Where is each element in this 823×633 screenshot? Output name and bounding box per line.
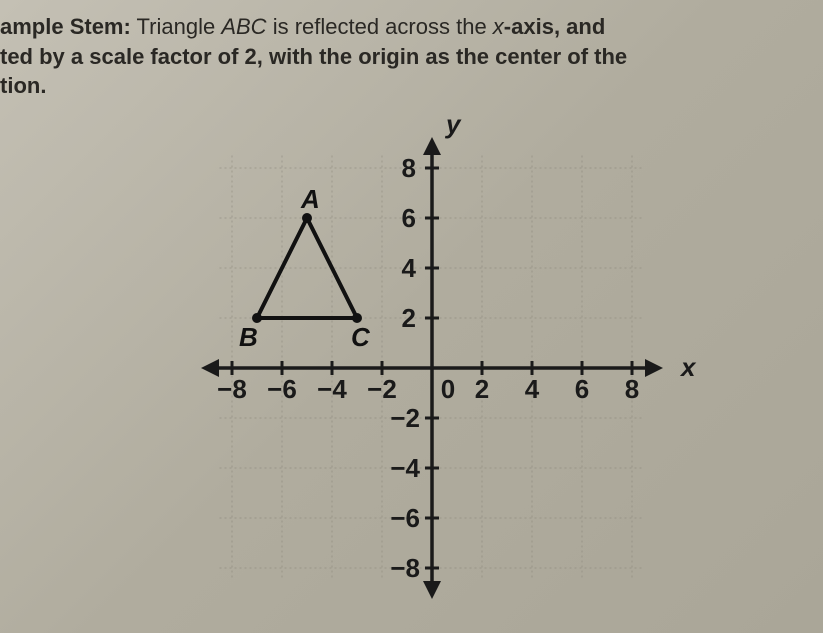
stem-line3: tion. [0, 73, 46, 98]
y-tick-label: −4 [390, 453, 420, 483]
triangle-shape [257, 218, 357, 318]
coordinate-grid: 2468−8−6−4−202468−2−4−6−8 ABC xy [52, 113, 772, 633]
x-tick-label: 6 [574, 374, 588, 404]
x-tick-label: 8 [624, 374, 638, 404]
origin-label: 0 [440, 374, 454, 404]
x-tick-label: 4 [524, 374, 539, 404]
graph-container: 2468−8−6−4−202468−2−4−6−8 ABC xy [0, 113, 823, 633]
vertex-a-label: A [300, 184, 320, 214]
vertex-b-label: B [239, 322, 258, 352]
stem-text-1: Triangle [131, 14, 222, 39]
y-tick-label: −6 [390, 503, 420, 533]
y-tick-label: 2 [401, 303, 415, 333]
vertex-c-label: C [351, 322, 371, 352]
stem-text-2: is reflected across the [267, 14, 493, 39]
x-tick-label: −2 [367, 374, 397, 404]
y-tick-label: −2 [390, 403, 420, 433]
x-tick-label: −8 [217, 374, 247, 404]
x-tick-label: −4 [317, 374, 347, 404]
y-axis-label: y [444, 113, 462, 139]
axes [201, 137, 663, 599]
x-tick-label: −6 [267, 374, 297, 404]
vertex-a-dot [302, 213, 312, 223]
stem-line2: ted by a scale factor of 2, with the ori… [0, 44, 627, 69]
page: ample Stem: Triangle ABC is reflected ac… [0, 0, 823, 633]
y-tick-label: 4 [401, 253, 416, 283]
y-tick-label: 8 [401, 153, 415, 183]
x-var: x [493, 14, 504, 39]
stem-prefix: ample Stem: [0, 14, 131, 39]
triangle-name: ABC [221, 14, 266, 39]
x-axis-label: x [679, 352, 697, 382]
stem-text-3: -axis, and [504, 14, 605, 39]
x-tick-label: 2 [474, 374, 488, 404]
problem-stem: ample Stem: Triangle ABC is reflected ac… [0, 12, 823, 109]
y-tick-label: 6 [401, 203, 415, 233]
y-tick-label: −8 [390, 553, 420, 583]
